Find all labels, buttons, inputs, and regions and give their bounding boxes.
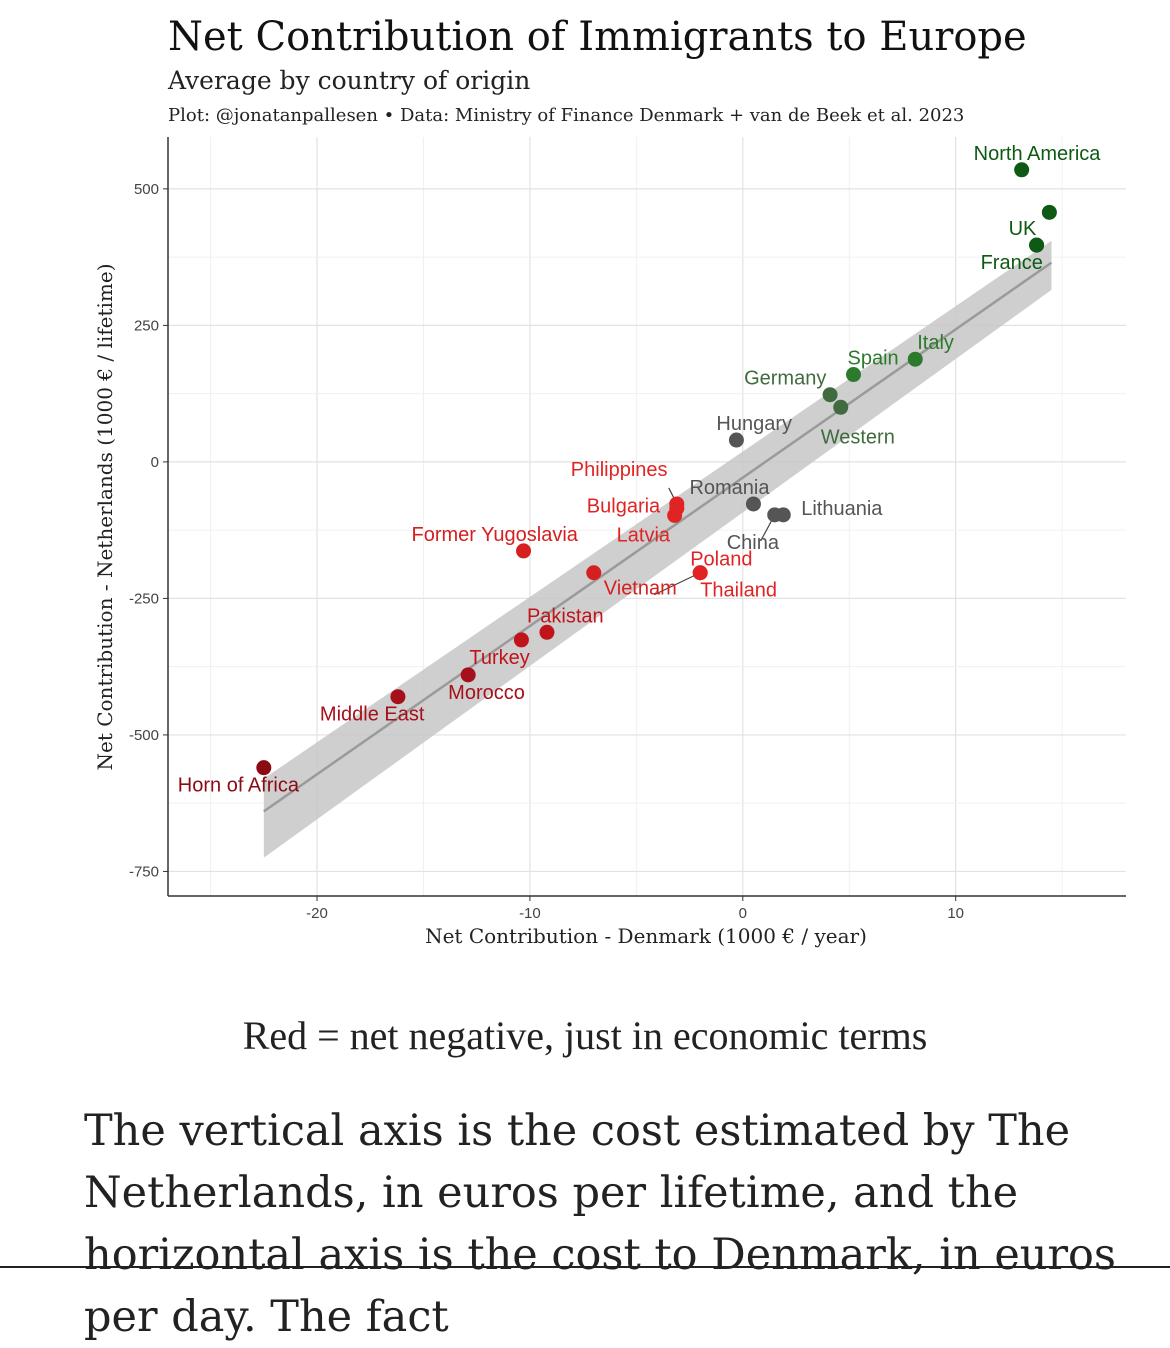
data-label: Vietnam: [604, 578, 677, 600]
data-label: Thailand: [700, 580, 777, 602]
data-point: [460, 667, 476, 683]
chart-title: Net Contribution of Immigrants to Europe: [168, 14, 1027, 60]
data-label: Pakistan: [527, 605, 604, 627]
y-axis-title: Net Contribution - Netherlands (1000 € /…: [93, 263, 117, 770]
data-point: [907, 351, 923, 367]
data-point: [728, 432, 744, 448]
data-point: [390, 689, 406, 705]
y-tick-label: 0: [151, 454, 159, 471]
data-label: UK: [1009, 218, 1037, 240]
data-label: Bulgaria: [587, 495, 661, 517]
y-tick-label: 250: [134, 317, 159, 334]
leader-line: [653, 572, 701, 596]
figure-caption: Red = net negative, just in economic ter…: [242, 1013, 928, 1058]
data-point: [256, 760, 272, 776]
data-point: [692, 565, 708, 581]
data-label: Romania: [689, 477, 770, 499]
data-label: Poland: [690, 549, 752, 571]
article-paragraph: The vertical axis is the cost estimated …: [84, 1106, 1116, 1342]
x-tick-label: -20: [306, 905, 328, 922]
data-point: [822, 387, 838, 403]
data-point: [1029, 237, 1045, 253]
chart-source: Plot: @jonatanpallesen • Data: Ministry …: [168, 105, 964, 126]
chart-subtitle: Average by country of origin: [167, 66, 530, 95]
y-tick-label: 500: [134, 181, 159, 198]
data-point: [846, 367, 862, 383]
x-axis-title: Net Contribution - Denmark (1000 € / yea…: [425, 924, 867, 948]
data-label: Western: [821, 426, 895, 448]
chart-container: Net Contribution of Immigrants to Europe…: [93, 14, 1126, 948]
data-point: [767, 507, 783, 523]
data-label: Morocco: [448, 682, 525, 704]
data-label: Germany: [744, 368, 826, 390]
x-tick-label: -10: [519, 905, 541, 922]
data-label: North America: [974, 143, 1102, 165]
y-tick-label: -250: [129, 590, 159, 607]
scatter-chart: Net Contribution of Immigrants to Europe…: [93, 14, 1126, 948]
divider: [0, 1266, 1170, 1268]
data-point: [539, 624, 555, 640]
data-label: France: [981, 252, 1043, 274]
data-label: Philippines: [571, 459, 668, 481]
data-point: [667, 507, 683, 523]
data-point: [586, 565, 602, 581]
y-tick-label: -500: [129, 727, 159, 744]
data-label: Italy: [917, 332, 954, 354]
data-point: [1041, 204, 1057, 220]
data-point: [513, 632, 529, 648]
confidence-band-area: [263, 240, 1052, 858]
data-point: [833, 399, 849, 415]
data-label: Middle East: [320, 704, 425, 726]
data-label: Latvia: [617, 524, 671, 546]
y-tick-label: -750: [129, 863, 159, 880]
axes: -20 -10 0 10 500 250 0 -250 -500 -750: [129, 137, 1126, 922]
data-points: [256, 162, 1057, 776]
data-labels: North America UK France Italy Spain Germany We…: [178, 143, 1101, 797]
data-label: China: [727, 532, 780, 554]
data-label: Horn of Africa: [178, 775, 300, 797]
data-point: [1014, 162, 1030, 178]
data-label: Former Yugoslavia: [412, 524, 579, 546]
data-point: [516, 543, 532, 559]
data-label: Lithuania: [801, 498, 883, 520]
x-tick-label: 10: [947, 905, 964, 922]
x-tick-label: 0: [739, 905, 747, 922]
data-label: Turkey: [469, 647, 529, 669]
data-label: Hungary: [716, 413, 792, 435]
data-point: [745, 496, 761, 512]
data-label: Spain: [848, 348, 899, 370]
